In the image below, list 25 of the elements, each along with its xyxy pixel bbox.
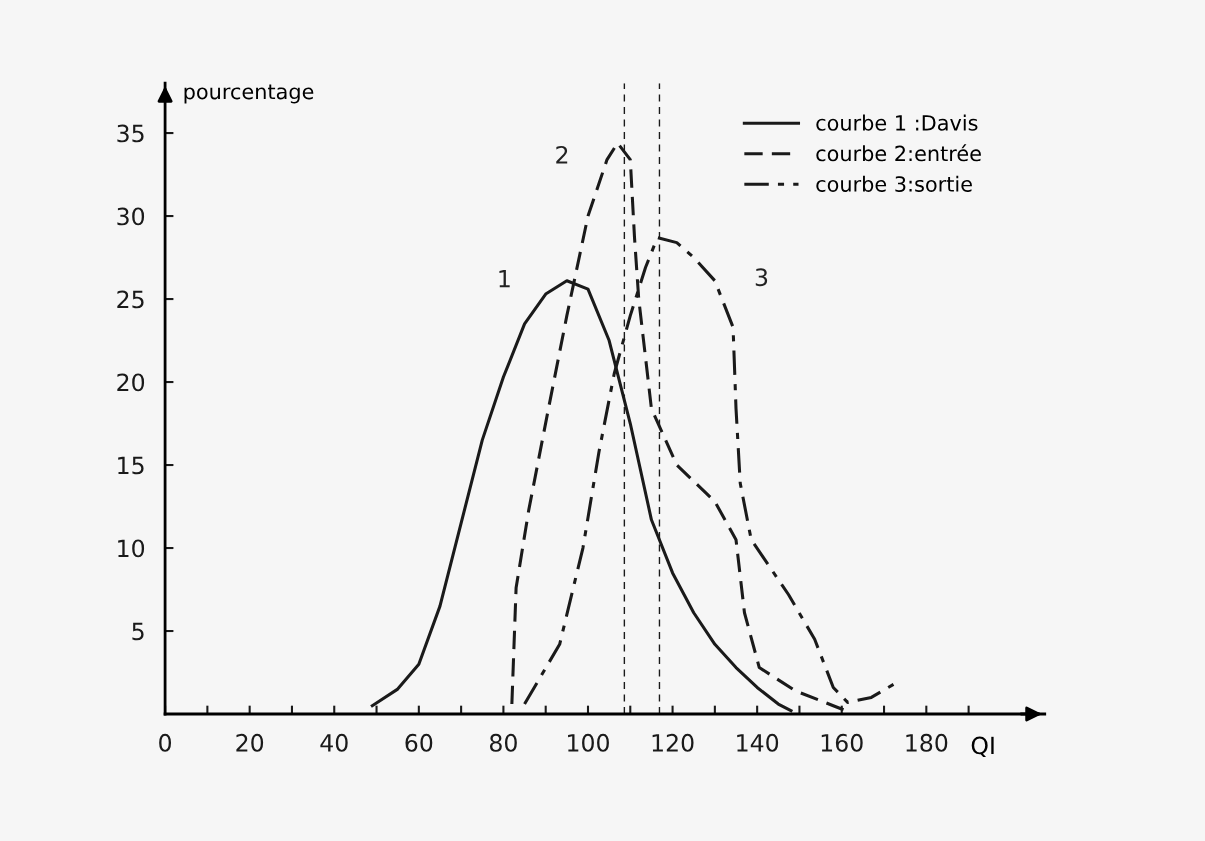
x-tick-label: 140 (737, 733, 779, 752)
legend-label: courbe 2:entrée (816, 144, 981, 162)
x-tick-label: 0 (159, 733, 172, 752)
x-tick-label: 120 (652, 733, 694, 752)
x-axis-title: QI (971, 736, 994, 758)
x-tick-label: 40 (320, 733, 348, 752)
y-tick-label: 35 (117, 124, 144, 143)
x-tick-label: 20 (236, 733, 264, 752)
y-tick-label: 30 (117, 207, 145, 226)
annotation: 2 (556, 145, 568, 164)
y-tick-label: 5 (132, 622, 144, 641)
annotation: 1 (499, 270, 510, 288)
y-tick-label: 15 (118, 456, 144, 475)
y-axis-title: pourcentage (184, 84, 314, 104)
x-tick-label: 100 (568, 733, 609, 752)
y-tick-label: 20 (117, 373, 145, 392)
x-tick-label: 80 (489, 733, 517, 752)
x-tick-label: 180 (906, 733, 948, 752)
legend-label: courbe 3:sortie (816, 175, 972, 192)
legend-label: courbe 1 :Davis (816, 114, 978, 131)
y-tick-label: 25 (117, 290, 144, 309)
x-tick-label: 60 (405, 733, 433, 752)
y-tick-label: 10 (118, 539, 145, 558)
annotation: 3 (755, 268, 768, 287)
x-tick-label: 160 (821, 733, 863, 752)
